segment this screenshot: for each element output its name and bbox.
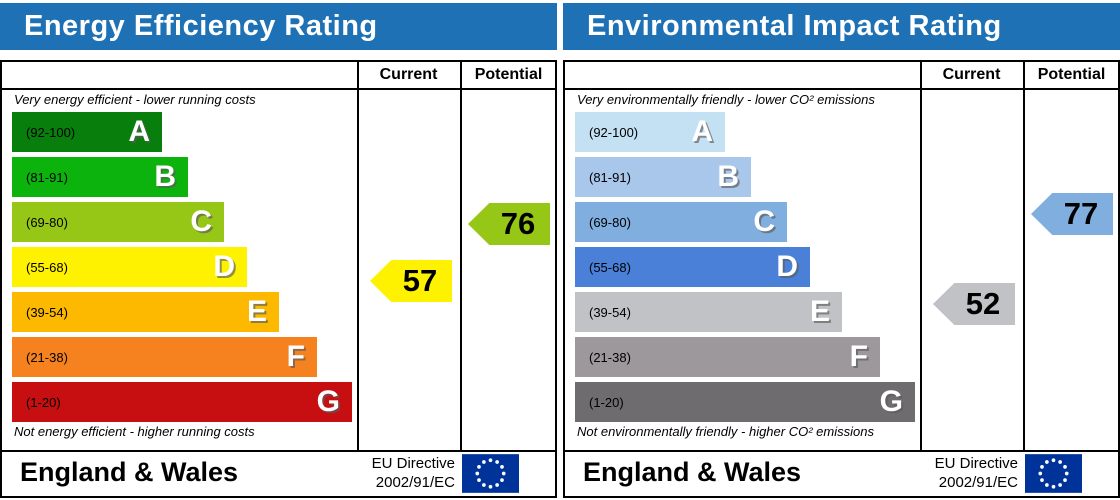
band-letter: F xyxy=(286,340,305,373)
band-range-label: (81-91) xyxy=(589,169,631,185)
bottom-caption: Not energy efficient - higher running co… xyxy=(14,424,255,439)
band-letter: G xyxy=(316,385,340,418)
eu-directive-label: EU Directive 2002/91/EC xyxy=(935,454,1018,492)
eu-directive-label: EU Directive 2002/91/EC xyxy=(372,454,455,492)
band-letter: D xyxy=(213,250,235,283)
current-column-header: Current xyxy=(379,66,438,83)
column-divider xyxy=(920,62,922,450)
header-row-rule xyxy=(2,88,555,90)
potential-rating-value: 76 xyxy=(500,206,536,241)
band-letter: C xyxy=(753,205,775,238)
band-letter: A xyxy=(128,115,150,148)
top-caption: Very environmentally friendly - lower CO… xyxy=(577,92,875,107)
eu-directive-line1: EU Directive xyxy=(371,455,455,472)
potential-column-header: Potential xyxy=(1037,66,1106,83)
header-row-rule xyxy=(565,88,1118,90)
eu-directive-line1: EU Directive xyxy=(934,455,1018,472)
band-letter: B xyxy=(717,160,739,193)
footer-row-rule xyxy=(565,450,1118,452)
band-a-bar: (92-100) A xyxy=(12,112,162,152)
column-divider xyxy=(460,62,462,450)
band-c-bar: (69-80) C xyxy=(12,202,224,242)
panel-footer: England & Wales EU Directive 2002/91/EC xyxy=(565,452,1118,496)
potential-column-header: Potential xyxy=(474,66,543,83)
band-letter: G xyxy=(879,385,903,418)
panel-title-environmental: Environmental Impact Rating xyxy=(563,3,1120,50)
band-range-label: (21-38) xyxy=(589,349,631,365)
band-d-bar: (55-68) D xyxy=(12,247,247,287)
eu-directive-line2: 2002/91/EC xyxy=(375,474,455,491)
band-range-label: (39-54) xyxy=(26,304,68,320)
eu-flag-icon xyxy=(1025,454,1082,493)
band-range-label: (69-80) xyxy=(26,214,68,230)
current-column-header: Current xyxy=(942,66,1001,83)
band-f-bar: (21-38) F xyxy=(12,337,317,377)
bottom-caption: Not environmentally friendly - higher CO… xyxy=(577,424,874,439)
column-divider xyxy=(1023,62,1025,450)
band-range-label: (55-68) xyxy=(589,259,631,275)
band-letter: A xyxy=(691,115,713,148)
footer-row-rule xyxy=(2,450,555,452)
panel-footer: England & Wales EU Directive 2002/91/EC xyxy=(2,452,555,496)
energy-efficiency-panel: Energy Efficiency Rating Current Potenti… xyxy=(0,0,557,500)
band-e-bar: (39-54) E xyxy=(575,292,842,332)
panel-title-energy: Energy Efficiency Rating xyxy=(0,3,557,50)
band-range-label: (69-80) xyxy=(589,214,631,230)
band-c-bar: (69-80) C xyxy=(575,202,787,242)
eu-directive-line2: 2002/91/EC xyxy=(938,474,1018,491)
band-letter: D xyxy=(776,250,798,283)
region-label: England & Wales xyxy=(583,457,802,487)
band-d-bar: (55-68) D xyxy=(575,247,810,287)
band-b-bar: (81-91) B xyxy=(12,157,188,197)
current-rating-arrow: 52 xyxy=(933,283,1015,325)
environmental-impact-panel: Environmental Impact Rating Current Pote… xyxy=(563,0,1120,500)
current-rating-value: 52 xyxy=(965,286,1001,321)
band-letter: E xyxy=(246,295,267,328)
top-caption: Very energy efficient - lower running co… xyxy=(14,92,256,107)
region-label: England & Wales xyxy=(20,457,239,487)
environmental-rating-table: Current Potential Very environmentally f… xyxy=(563,60,1120,498)
band-letter: C xyxy=(190,205,212,238)
band-range-label: (1-20) xyxy=(589,394,624,410)
band-range-label: (39-54) xyxy=(589,304,631,320)
column-divider xyxy=(357,62,359,450)
band-f-bar: (21-38) F xyxy=(575,337,880,377)
band-a-bar: (92-100) A xyxy=(575,112,725,152)
energy-rating-table: Current Potential Very energy efficient … xyxy=(0,60,557,498)
band-g-bar: (1-20) G xyxy=(12,382,352,422)
band-g-bar: (1-20) G xyxy=(575,382,915,422)
band-e-bar: (39-54) E xyxy=(12,292,279,332)
current-rating-value: 57 xyxy=(402,263,438,298)
band-b-bar: (81-91) B xyxy=(575,157,751,197)
band-range-label: (55-68) xyxy=(26,259,68,275)
potential-rating-value: 77 xyxy=(1063,196,1099,231)
potential-rating-arrow: 77 xyxy=(1031,193,1113,235)
band-range-label: (1-20) xyxy=(26,394,61,410)
band-letter: B xyxy=(154,160,176,193)
band-letter: E xyxy=(809,295,830,328)
band-letter: F xyxy=(849,340,868,373)
band-range-label: (81-91) xyxy=(26,169,68,185)
eu-flag-icon xyxy=(462,454,519,493)
current-rating-arrow: 57 xyxy=(370,260,452,302)
potential-rating-arrow: 76 xyxy=(468,203,550,245)
band-range-label: (92-100) xyxy=(26,124,76,140)
band-range-label: (21-38) xyxy=(26,349,68,365)
band-range-label: (92-100) xyxy=(589,124,639,140)
